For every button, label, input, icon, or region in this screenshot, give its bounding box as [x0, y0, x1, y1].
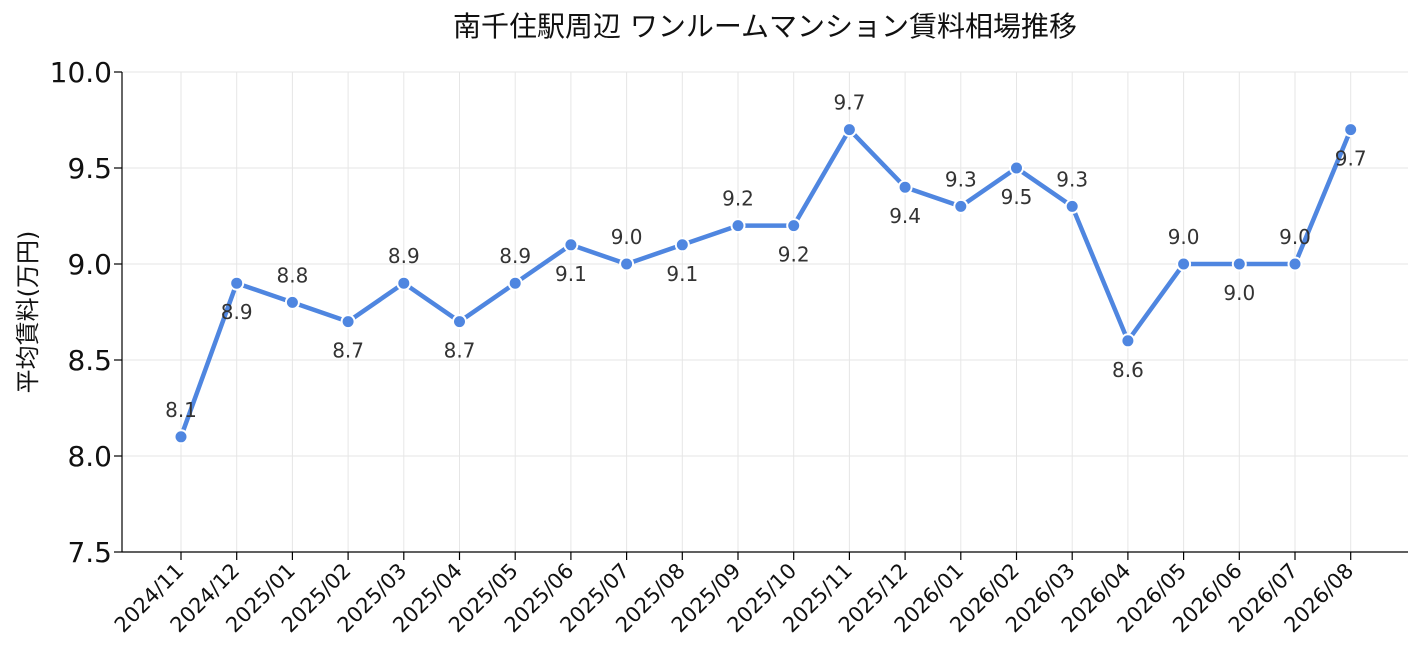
data-point — [396, 275, 412, 291]
data-label: 9.7 — [1335, 147, 1367, 171]
data-point — [1287, 256, 1303, 272]
data-point — [1009, 160, 1024, 176]
data-point — [674, 237, 690, 253]
data-point — [507, 275, 523, 291]
data-label: 9.2 — [778, 243, 810, 267]
data-label: 8.7 — [444, 339, 476, 363]
y-tick-label: 10.0 — [50, 56, 112, 89]
data-point — [1064, 198, 1080, 214]
data-label: 9.3 — [945, 167, 977, 191]
data-label: 8.8 — [276, 263, 308, 287]
axes — [114, 71, 1408, 560]
data-point — [563, 237, 579, 253]
data-labels: 8.1 8.9 8.8 8.7 8.9 8.7 8.9 9.1 9.0 9.1 9.2 9.2 9.7 9… — [165, 91, 1367, 422]
data-point — [619, 256, 635, 272]
data-label: 8.9 — [499, 244, 531, 268]
y-tick-label: 8.5 — [67, 344, 112, 377]
data-point — [452, 314, 467, 330]
data-label: 9.1 — [666, 262, 698, 286]
data-label: 9.4 — [889, 204, 921, 228]
data-label: 9.2 — [722, 187, 754, 211]
y-axis-label: 平均賃料(万円) — [14, 231, 42, 394]
data-label: 9.0 — [1223, 281, 1255, 305]
chart-title: 南千住駅周辺 ワンルームマンション賃料相場推移 — [453, 10, 1077, 43]
data-label: 9.1 — [555, 262, 587, 286]
data-label: 9.0 — [1168, 225, 1200, 249]
y-tick-label: 9.5 — [67, 152, 112, 185]
data-point — [730, 218, 746, 234]
data-point — [953, 198, 969, 214]
data-label: 8.1 — [165, 398, 197, 422]
data-label: 8.9 — [388, 244, 420, 268]
grid-layer — [122, 71, 1408, 553]
data-label: 8.9 — [221, 300, 253, 324]
data-point — [841, 122, 857, 138]
y-tick-label: 9.0 — [67, 248, 112, 281]
data-label: 9.7 — [833, 91, 865, 115]
series-polyline — [178, 127, 1353, 440]
data-point — [1176, 256, 1192, 272]
data-point — [284, 294, 300, 310]
data-point — [1343, 122, 1359, 138]
data-label: 9.0 — [1279, 225, 1311, 249]
data-point — [229, 275, 245, 291]
tick-labels: 7.58.08.59.09.510.02024/112024/122025/01… — [50, 56, 1359, 637]
series-line — [173, 122, 1359, 445]
data-label: 9.3 — [1056, 167, 1088, 191]
data-label: 8.7 — [332, 339, 364, 363]
data-point — [786, 218, 802, 234]
data-point — [340, 314, 356, 330]
data-point — [897, 179, 913, 195]
data-label: 8.6 — [1112, 358, 1144, 382]
data-point — [1231, 256, 1247, 272]
y-tick-label: 7.5 — [67, 536, 112, 569]
data-point — [173, 429, 189, 445]
y-tick-label: 8.0 — [67, 440, 112, 473]
data-point — [1120, 333, 1136, 349]
data-label: 9.0 — [611, 225, 643, 249]
data-label: 9.5 — [1001, 185, 1033, 209]
